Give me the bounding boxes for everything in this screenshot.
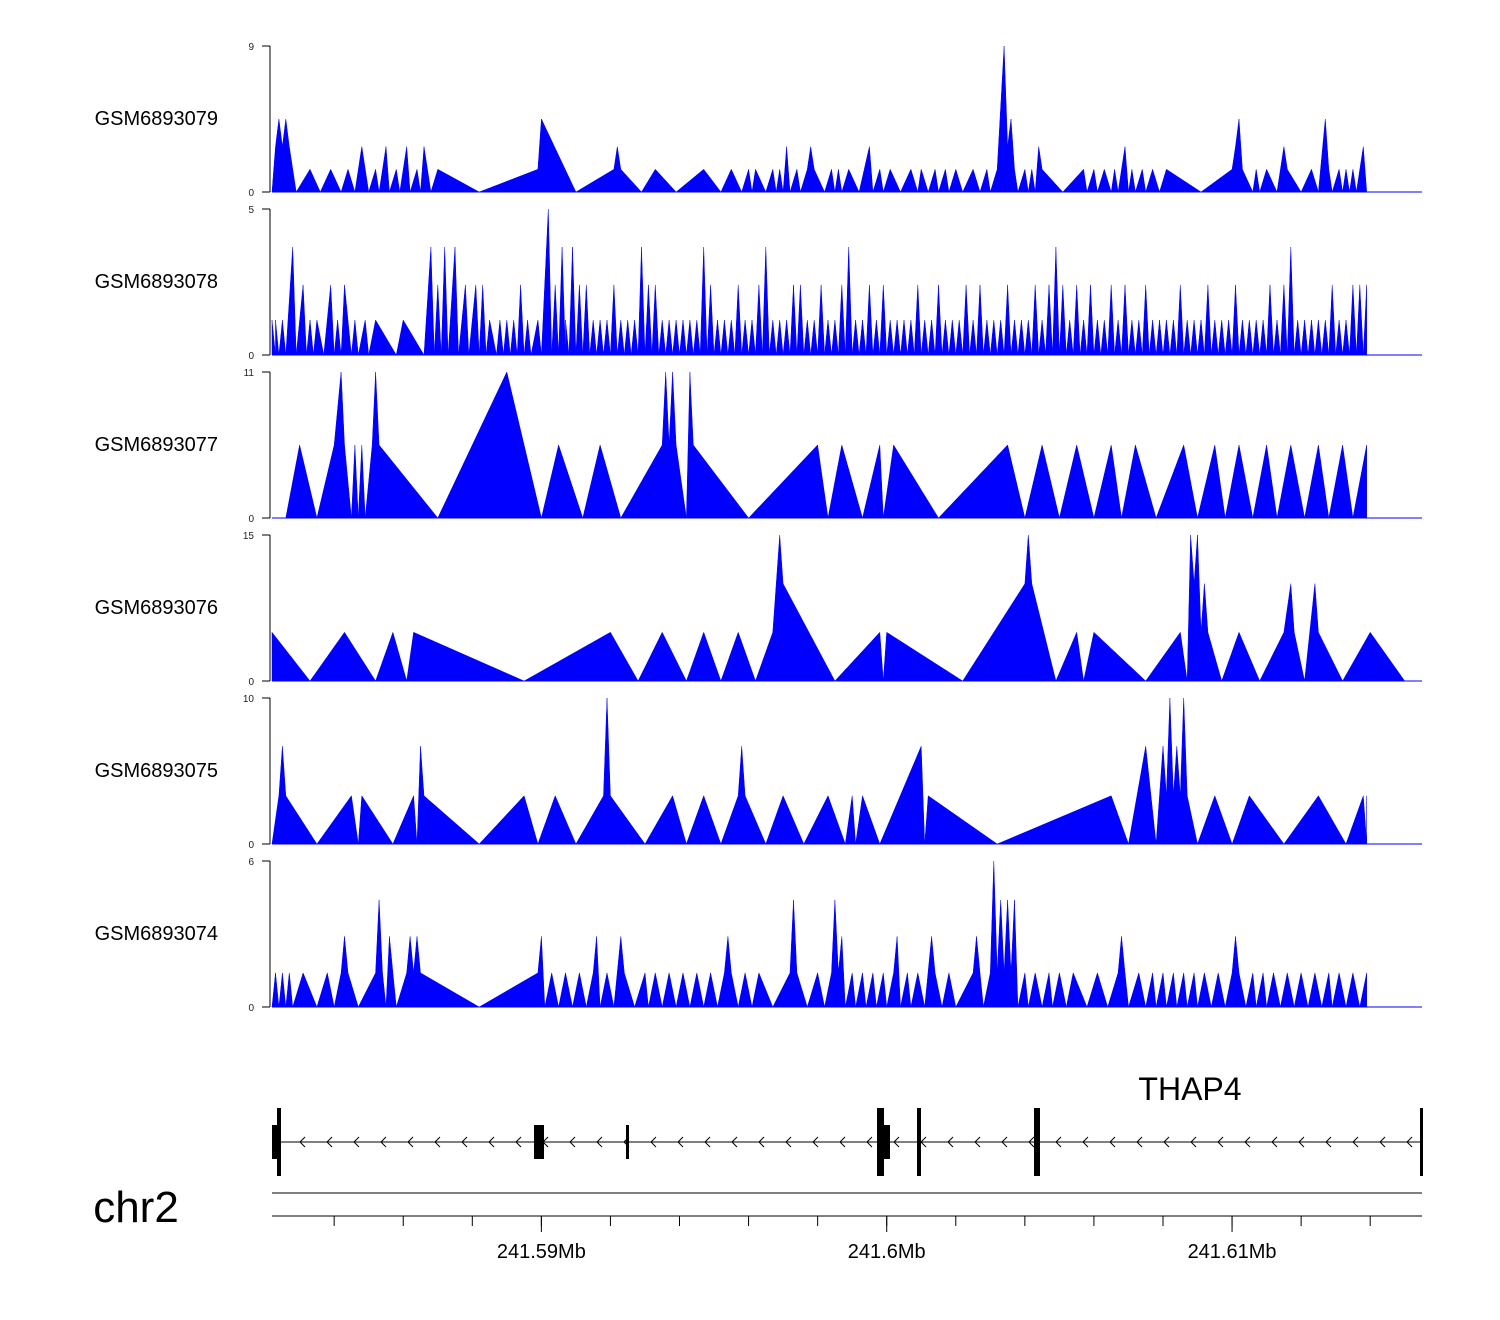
y-tick-label-max: 11 bbox=[244, 368, 255, 379]
strand-arrow bbox=[1379, 1136, 1386, 1148]
track-gsm6893076: 15 0 GSM6893076 bbox=[95, 531, 1422, 688]
strand-arrow bbox=[1352, 1136, 1359, 1148]
strand-arrow bbox=[1217, 1136, 1224, 1148]
gene-track: THAP4 bbox=[272, 1071, 1423, 1176]
strand-arrow bbox=[596, 1136, 603, 1148]
y-tick-label-min: 0 bbox=[248, 351, 254, 362]
strand-arrow bbox=[515, 1136, 522, 1148]
coverage-tracks: 9 0 GSM6893079 5 0 GSM6893078 11 0 GSM6893077 15 0… bbox=[95, 42, 1422, 1014]
coverage-area bbox=[271, 697, 1367, 845]
track-name-label: GSM6893077 bbox=[95, 434, 218, 456]
gene-exon bbox=[534, 1125, 544, 1159]
y-tick-label-min: 0 bbox=[248, 840, 254, 851]
y-tick-label-max: 15 bbox=[243, 531, 255, 542]
strand-arrow bbox=[893, 1136, 900, 1148]
strand-arrow bbox=[731, 1136, 738, 1148]
strand-arrow bbox=[1406, 1136, 1413, 1148]
strand-arrow bbox=[812, 1136, 819, 1148]
track-name-label: GSM6893076 bbox=[95, 597, 218, 619]
track-gsm6893078: 5 0 GSM6893078 bbox=[95, 205, 1422, 362]
strand-arrow bbox=[650, 1136, 657, 1148]
axis-tick-label: 241.61Mb bbox=[1188, 1241, 1277, 1263]
strand-arrow bbox=[353, 1136, 360, 1148]
gene-exon bbox=[877, 1108, 884, 1176]
strand-arrow bbox=[461, 1136, 468, 1148]
gene-exon bbox=[272, 1125, 277, 1159]
y-tick-label-max: 5 bbox=[248, 205, 254, 216]
strand-arrow bbox=[1325, 1136, 1332, 1148]
y-tick-label-max: 9 bbox=[248, 42, 254, 53]
track-gsm6893077: 11 0 GSM6893077 bbox=[95, 368, 1422, 525]
strand-arrow bbox=[1298, 1136, 1305, 1148]
strand-arrow bbox=[1001, 1136, 1008, 1148]
y-tick-label-max: 6 bbox=[248, 857, 254, 868]
coverage-area bbox=[271, 534, 1406, 682]
strand-arrow bbox=[380, 1136, 387, 1148]
gene-exon bbox=[884, 1125, 890, 1159]
strand-arrow bbox=[407, 1136, 414, 1148]
strand-arrow bbox=[677, 1136, 684, 1148]
gene-exon bbox=[1034, 1108, 1040, 1176]
coverage-area bbox=[285, 371, 1367, 519]
coverage-area bbox=[271, 208, 1367, 356]
genome-axis: 241.59Mb 241.6Mb 241.61Mb chr2 bbox=[93, 1183, 1422, 1263]
track-name-label: GSM6893078 bbox=[95, 271, 218, 293]
y-tick-label-min: 0 bbox=[248, 677, 254, 688]
gene-name-label: THAP4 bbox=[1138, 1071, 1241, 1107]
strand-arrow bbox=[974, 1136, 981, 1148]
strand-arrow bbox=[326, 1136, 333, 1148]
strand-arrow bbox=[1271, 1136, 1278, 1148]
strand-arrow bbox=[1163, 1136, 1170, 1148]
strand-arrow bbox=[1109, 1136, 1116, 1148]
strand-arrow bbox=[1055, 1136, 1062, 1148]
strand-arrow bbox=[1244, 1136, 1251, 1148]
track-name-label: GSM6893074 bbox=[95, 923, 218, 945]
chromosome-label: chr2 bbox=[93, 1183, 179, 1232]
track-name-label: GSM6893075 bbox=[95, 760, 218, 782]
strand-arrow bbox=[1028, 1136, 1035, 1148]
y-tick-label-min: 0 bbox=[248, 188, 254, 199]
track-gsm6893079: 9 0 GSM6893079 bbox=[95, 42, 1422, 199]
track-gsm6893074: 6 0 GSM6893074 bbox=[95, 857, 1422, 1014]
strand-arrow bbox=[1136, 1136, 1143, 1148]
gene-exon bbox=[277, 1108, 281, 1176]
strand-arrow bbox=[488, 1136, 495, 1148]
strand-arrow bbox=[785, 1136, 792, 1148]
strand-arrow bbox=[299, 1136, 306, 1148]
coverage-area bbox=[271, 860, 1367, 1008]
strand-arrow bbox=[569, 1136, 576, 1148]
gene-exon bbox=[1420, 1108, 1423, 1176]
strand-arrow bbox=[434, 1136, 441, 1148]
gene-exon bbox=[917, 1108, 921, 1176]
strand-arrow bbox=[947, 1136, 954, 1148]
strand-arrow bbox=[1190, 1136, 1197, 1148]
y-tick-label-max: 10 bbox=[243, 694, 255, 705]
axis-tick-label: 241.59Mb bbox=[497, 1241, 586, 1263]
axis-tick-label: 241.6Mb bbox=[848, 1241, 926, 1263]
y-tick-label-min: 0 bbox=[248, 1003, 254, 1014]
gene-exon bbox=[626, 1125, 629, 1159]
strand-arrow bbox=[866, 1136, 873, 1148]
strand-arrow bbox=[758, 1136, 765, 1148]
strand-arrow bbox=[704, 1136, 711, 1148]
y-tick-label-min: 0 bbox=[248, 514, 254, 525]
track-gsm6893075: 10 0 GSM6893075 bbox=[95, 694, 1422, 851]
coverage-area bbox=[271, 45, 1367, 193]
strand-arrow bbox=[839, 1136, 846, 1148]
track-name-label: GSM6893079 bbox=[95, 108, 218, 130]
strand-arrow bbox=[1082, 1136, 1089, 1148]
